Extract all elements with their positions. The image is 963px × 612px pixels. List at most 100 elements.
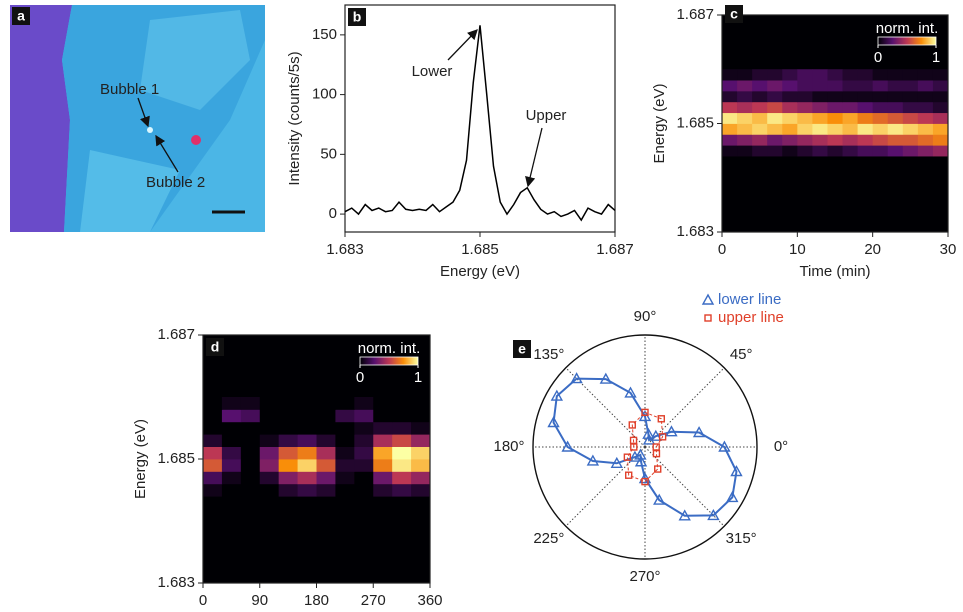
heatmap-cell: [917, 112, 934, 124]
heatmap-cell: [240, 397, 261, 410]
heatmap-cell: [887, 101, 904, 114]
x-axis-label: Time (min): [799, 263, 870, 280]
heatmap-cell: [902, 145, 919, 157]
heatmap-cell: [917, 101, 934, 114]
colorbar: [877, 36, 937, 46]
heatmap-cell: [857, 101, 874, 114]
panel-label-box: [206, 338, 224, 356]
theta-tick-label: 135°: [533, 346, 564, 363]
heatmap-cell: [872, 123, 889, 135]
heatmap-cell: [737, 112, 753, 124]
heatmap-cell: [259, 446, 280, 460]
heatmap-cell: [812, 69, 828, 81]
heatmap-cell: [767, 134, 783, 146]
heatmap-cell: [782, 80, 798, 92]
panel-label: b: [353, 9, 362, 25]
marker: [641, 408, 649, 417]
heatmap-cell: [221, 459, 242, 472]
heatmap-cell: [722, 90, 738, 103]
heatmap-cell: [827, 134, 843, 146]
heatmap-cell: [722, 134, 738, 146]
heatmap-cell: [278, 446, 298, 460]
colorbar: [359, 356, 419, 366]
theta-tick-label: 180°: [493, 438, 524, 455]
annotation-arrow: [137, 97, 150, 128]
marker: [692, 426, 706, 438]
marker: [624, 386, 637, 398]
heatmap-cell: [278, 434, 298, 447]
marker: [628, 421, 636, 429]
heatmap-cell: [221, 446, 242, 460]
heatmap-cell: [335, 446, 355, 460]
heatmap-cell: [411, 409, 431, 423]
panel-label-box: [12, 7, 30, 25]
heatmap-cell: [827, 90, 843, 103]
heatmap-cell: [335, 409, 355, 423]
heatmap-cell: [857, 80, 874, 92]
y-tick-label: 100: [312, 86, 337, 103]
heatmap-cell: [411, 459, 431, 472]
heatmap-cell: [872, 134, 889, 146]
annotation: Upper: [526, 107, 567, 124]
panel-label: a: [17, 8, 25, 24]
heatmap-cell: [737, 80, 753, 92]
heatmap-cell: [411, 446, 431, 460]
heatmap-cell: [797, 123, 813, 135]
theta-tick-label: 270°: [629, 568, 660, 585]
heatmap-cell: [411, 471, 431, 485]
heatmap-cell: [797, 90, 813, 103]
heatmap-cell: [797, 69, 813, 81]
x-tick-label: 90: [251, 592, 268, 607]
heatmap-cell: [857, 123, 874, 135]
heatmap-cell: [842, 69, 858, 81]
heatmap-cell: [221, 409, 242, 423]
heatmap-cell: [240, 434, 261, 447]
heatmap-cell: [902, 80, 919, 92]
heatmap-cell: [373, 397, 393, 410]
heatmap-cell: [872, 112, 889, 124]
heatmap-cell: [812, 90, 828, 103]
y-axis-label: Intensity (counts/5s): [286, 51, 303, 185]
heatmap-cell: [259, 483, 280, 497]
panel-label-box: [725, 5, 743, 23]
heatmap-cell: [902, 101, 919, 114]
heatmap-cell: [917, 123, 934, 135]
marker: [630, 443, 638, 451]
heatmap-cell: [316, 483, 336, 497]
heatmap-cell: [767, 69, 783, 81]
y-axis-label: Energy (eV): [132, 419, 149, 499]
heatmap-cell: [316, 459, 336, 472]
heatmap-cell: [797, 145, 813, 157]
x-tick-label: 360: [417, 592, 442, 607]
heatmap-cell: [827, 112, 843, 124]
y-tick-label: 1.687: [676, 6, 714, 23]
heatmap-cell: [354, 434, 374, 447]
heatmap-cell: [887, 69, 904, 81]
colorbar-tick-label: 0: [356, 369, 364, 386]
heatmap-cell: [782, 69, 798, 81]
marker: [654, 465, 662, 473]
marker: [586, 454, 600, 466]
marker: [561, 440, 574, 452]
heatmap-cell: [240, 459, 261, 472]
heatmap-cell: [827, 80, 843, 92]
x-tick-label: 1.687: [596, 241, 634, 258]
heatmap-cell: [240, 471, 261, 485]
heatmap-cell: [752, 134, 768, 146]
heatmap-cell: [917, 134, 934, 146]
x-tick-label: 180: [304, 592, 329, 607]
heatmap-cell: [917, 90, 934, 103]
heatmap-cell: [902, 112, 919, 124]
theta-tick-label: 90°: [634, 308, 657, 325]
marker: [718, 440, 731, 452]
panel-label: e: [518, 341, 526, 357]
heatmap-cell: [872, 145, 889, 157]
heatmap-cell: [373, 471, 393, 485]
panel-label: c: [730, 6, 738, 22]
heatmap-cell: [392, 483, 412, 497]
heatmap-cell: [782, 123, 798, 135]
heatmap-cell: [782, 101, 798, 114]
heatmap-cell: [842, 134, 858, 146]
heatmap-cell: [259, 409, 280, 423]
heatmap-cell: [752, 101, 768, 114]
